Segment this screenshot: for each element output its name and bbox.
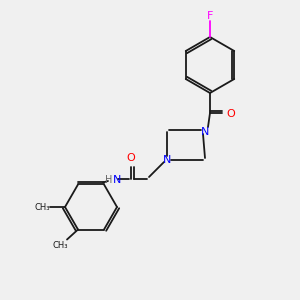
Text: F: F bbox=[207, 11, 213, 21]
Text: N: N bbox=[113, 175, 121, 185]
Text: H: H bbox=[105, 175, 112, 185]
Text: N: N bbox=[201, 127, 209, 137]
Text: CH₃: CH₃ bbox=[52, 241, 68, 250]
Text: O: O bbox=[127, 153, 135, 163]
Text: CH₃: CH₃ bbox=[34, 203, 50, 212]
Text: O: O bbox=[226, 109, 236, 119]
Text: N: N bbox=[163, 155, 171, 165]
